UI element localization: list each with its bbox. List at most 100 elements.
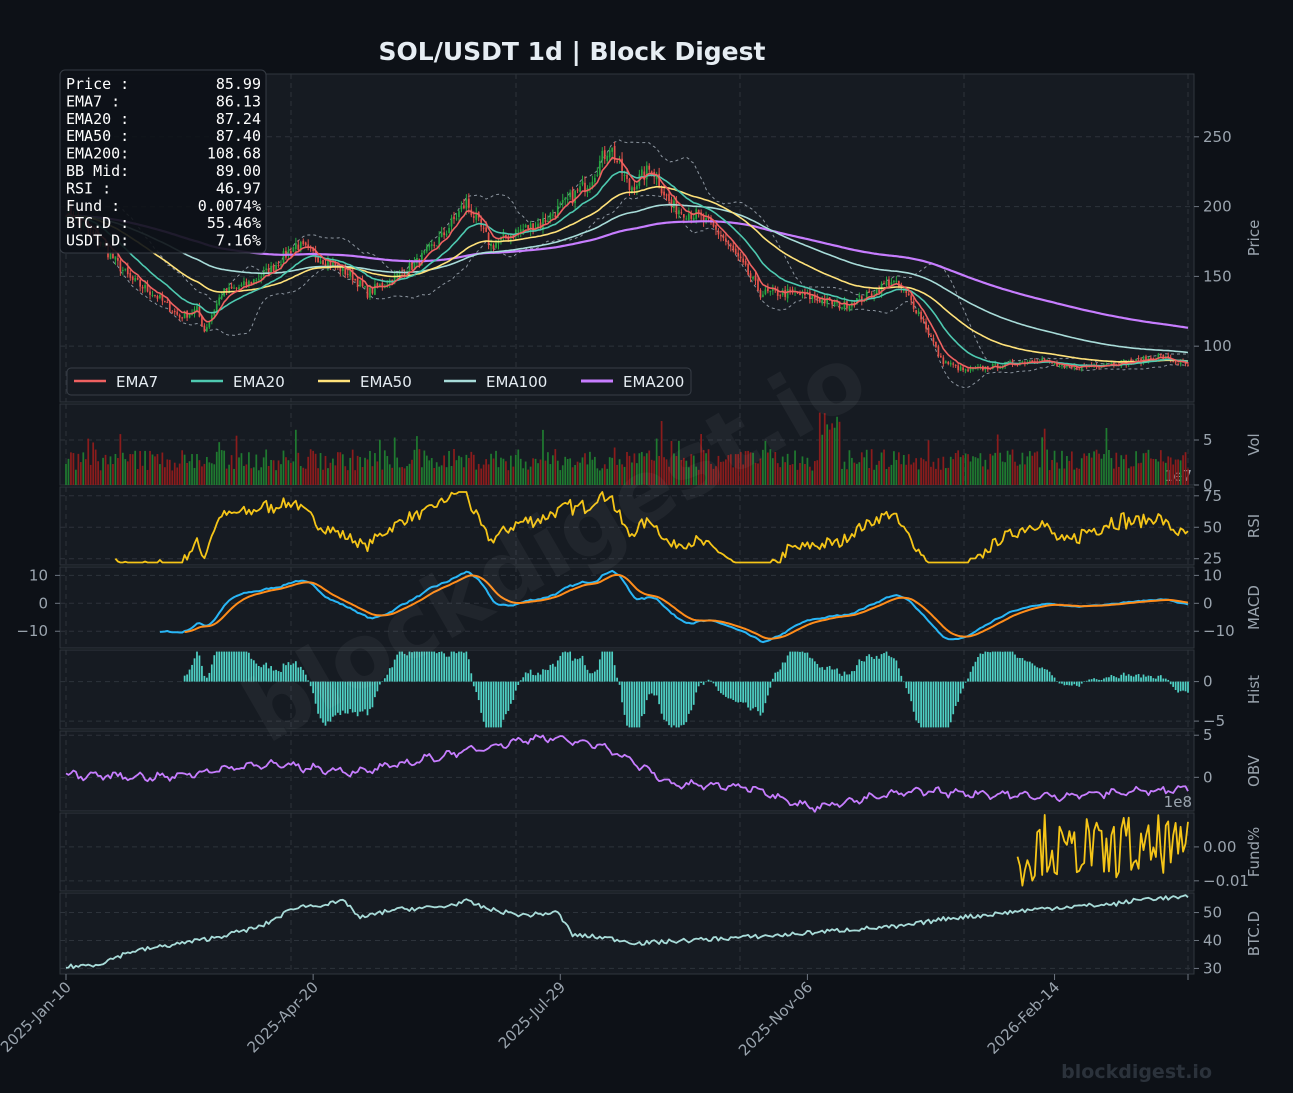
hist-bar bbox=[663, 681, 665, 720]
volume-bar bbox=[907, 454, 910, 485]
panel-hist: −5 0 Hist bbox=[59, 649, 1263, 730]
hist-bar bbox=[979, 653, 982, 682]
volume-bar bbox=[821, 434, 824, 485]
hist-bar bbox=[339, 681, 342, 715]
volume-bar bbox=[878, 460, 880, 485]
volume-bar bbox=[534, 458, 537, 485]
hist-bar bbox=[1125, 675, 1128, 682]
candle-body bbox=[579, 186, 581, 192]
hist-bar bbox=[450, 651, 453, 682]
volume-bar bbox=[917, 469, 920, 485]
volume-bar bbox=[1083, 453, 1086, 485]
volume-bar bbox=[500, 457, 502, 485]
scale-label-obv: 1e8 bbox=[1164, 793, 1192, 811]
volume-bar bbox=[974, 457, 977, 485]
volume-bar bbox=[371, 466, 374, 485]
hist-bar bbox=[640, 681, 643, 717]
volume-bar bbox=[994, 452, 997, 485]
volume-bar bbox=[218, 442, 221, 485]
hist-bar bbox=[680, 681, 683, 726]
volume-bar bbox=[208, 462, 211, 485]
hist-bar bbox=[529, 669, 532, 682]
candle-body bbox=[722, 235, 725, 239]
volume-bar bbox=[1063, 468, 1066, 485]
hist-bar bbox=[608, 651, 611, 682]
candle-body bbox=[542, 218, 544, 230]
hist-bar bbox=[809, 657, 811, 682]
candle-body bbox=[828, 297, 831, 300]
candle-body bbox=[636, 185, 638, 190]
volume-bar bbox=[1169, 457, 1172, 485]
candle-body bbox=[954, 364, 957, 366]
volume-bar bbox=[549, 464, 552, 485]
volume-bar bbox=[1021, 452, 1024, 485]
volume-bar bbox=[1068, 460, 1071, 485]
candle-body bbox=[559, 203, 562, 205]
volume-bar bbox=[843, 461, 846, 485]
hist-bar bbox=[707, 679, 710, 682]
candle-body bbox=[715, 225, 717, 230]
hist-bar bbox=[690, 681, 693, 711]
candle-body bbox=[640, 169, 643, 176]
hist-bar bbox=[883, 653, 885, 682]
volume-bar bbox=[418, 449, 421, 485]
candle-body bbox=[324, 263, 327, 267]
hist-bar bbox=[411, 652, 413, 682]
candle-body bbox=[628, 178, 631, 190]
candle-body bbox=[290, 251, 292, 254]
hist-bar bbox=[502, 681, 505, 720]
hist-bar bbox=[999, 651, 1002, 682]
volume-bar bbox=[759, 458, 762, 485]
candle-body bbox=[220, 295, 223, 299]
volume-bar bbox=[791, 464, 794, 485]
candle-body bbox=[675, 199, 678, 215]
candle-body bbox=[1135, 358, 1137, 362]
volume-bar bbox=[312, 450, 314, 485]
candle-body bbox=[645, 165, 648, 180]
volume-bar bbox=[252, 467, 255, 485]
hist-bar bbox=[1117, 678, 1120, 682]
candle-body bbox=[1056, 363, 1058, 367]
volume-bar bbox=[846, 469, 848, 485]
candle-body bbox=[329, 258, 332, 266]
hist-bar bbox=[374, 681, 376, 698]
hist-bar bbox=[191, 664, 193, 682]
hist-bar bbox=[428, 651, 431, 682]
candle-body bbox=[307, 244, 310, 247]
volume-bar bbox=[883, 449, 885, 485]
hist-bar bbox=[465, 651, 468, 682]
info-label: BTC.D : bbox=[66, 214, 129, 232]
hist-bar bbox=[1152, 678, 1155, 682]
candle-body bbox=[616, 161, 618, 163]
volume-bar bbox=[695, 466, 698, 485]
volume-bar bbox=[537, 463, 539, 485]
candle-body bbox=[433, 244, 436, 246]
volume-bar bbox=[855, 463, 858, 485]
hist-bar bbox=[346, 681, 349, 714]
hist-bar bbox=[287, 662, 290, 682]
hist-bar bbox=[460, 651, 463, 682]
hist-bar bbox=[665, 681, 668, 722]
hist-bar bbox=[438, 651, 441, 682]
panel-macd-frame bbox=[59, 566, 1195, 649]
hist-bar bbox=[584, 665, 586, 682]
candle-body bbox=[403, 272, 406, 276]
candle-body bbox=[838, 301, 841, 309]
volume-bar bbox=[201, 466, 203, 485]
volume-bar bbox=[1125, 454, 1128, 485]
hist-bar bbox=[885, 651, 888, 682]
volume-bar bbox=[240, 453, 243, 485]
volume-bar bbox=[598, 470, 601, 485]
ytick-btc_dominance-0: 30 bbox=[1203, 959, 1222, 977]
hist-bar bbox=[836, 668, 838, 682]
volume-bar bbox=[307, 456, 310, 485]
volume-bar bbox=[124, 459, 127, 485]
hist-bar bbox=[697, 681, 700, 687]
candle-body bbox=[969, 368, 972, 371]
info-label: EMA50 : bbox=[66, 127, 129, 145]
candle-body bbox=[423, 250, 426, 254]
candle-body bbox=[257, 278, 260, 280]
candle-body bbox=[601, 150, 604, 161]
volume-bar bbox=[126, 461, 129, 485]
volume-bar bbox=[690, 454, 693, 485]
